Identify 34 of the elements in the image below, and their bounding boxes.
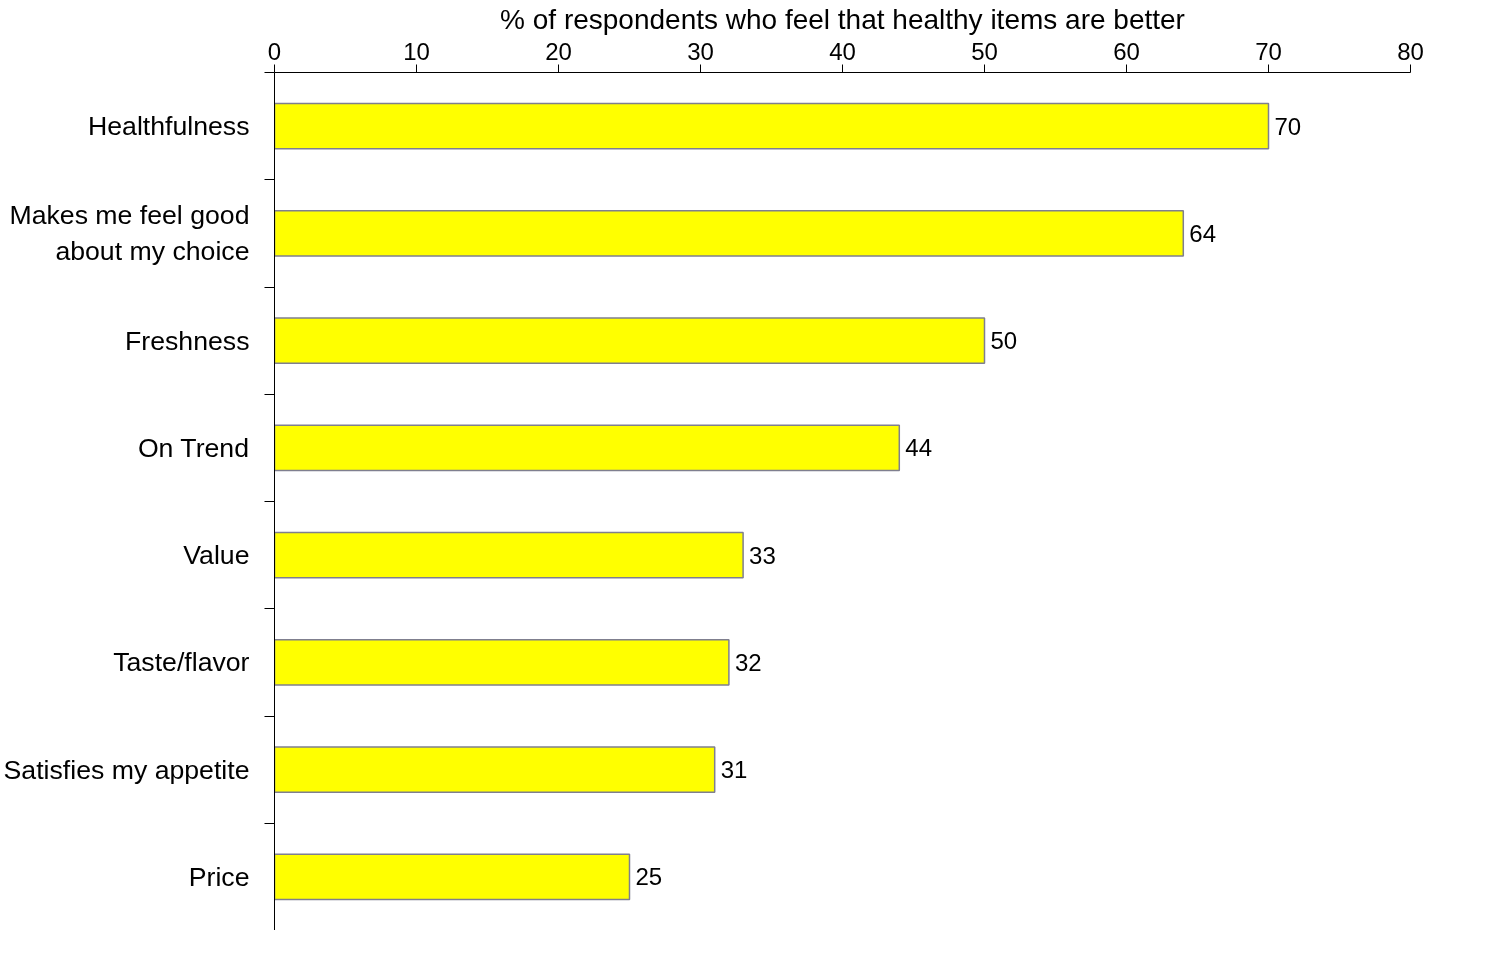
x-tick-label: 60 (1113, 37, 1140, 65)
data-label: 33 (749, 541, 776, 569)
y-tick-label: Price (188, 861, 250, 892)
x-tick-label: 10 (403, 37, 430, 65)
y-tick-label: Taste/flavor (113, 647, 250, 678)
x-tick-label: 0 (267, 37, 282, 65)
data-label: 31 (720, 756, 748, 784)
y-tick-label: Value (183, 540, 250, 571)
data-label: 32 (734, 648, 762, 676)
bar (274, 853, 631, 901)
bar (274, 102, 1270, 150)
x-tick-label: 50 (971, 37, 998, 65)
data-label: 44 (905, 434, 932, 462)
bar (274, 317, 986, 364)
data-label: 25 (635, 863, 663, 891)
x-tick-label: 20 (545, 37, 572, 65)
data-label: 70 (1274, 112, 1302, 140)
x-tick-label: 30 (687, 37, 714, 65)
x-tick-label: 70 (1255, 37, 1282, 65)
y-tick-label: Freshness (125, 325, 250, 356)
bar (274, 424, 901, 472)
data-label: 50 (990, 327, 1018, 355)
bar (274, 639, 730, 686)
bar (274, 746, 716, 793)
x-axis-title: % of respondents who feel that healthy items are better (500, 3, 1185, 35)
data-label: 64 (1189, 219, 1216, 247)
y-tick-label: Satisfies my appetite (3, 754, 250, 785)
y-tick-label: Healthfulness (87, 111, 250, 142)
y-tick-label: On Trend (137, 432, 250, 463)
x-tick-label: 40 (829, 37, 856, 65)
x-tick-label: 80 (1397, 37, 1424, 65)
y-tick-label: Makes me feel good about my choice (9, 200, 250, 267)
bar (274, 210, 1185, 257)
bar (274, 531, 744, 579)
